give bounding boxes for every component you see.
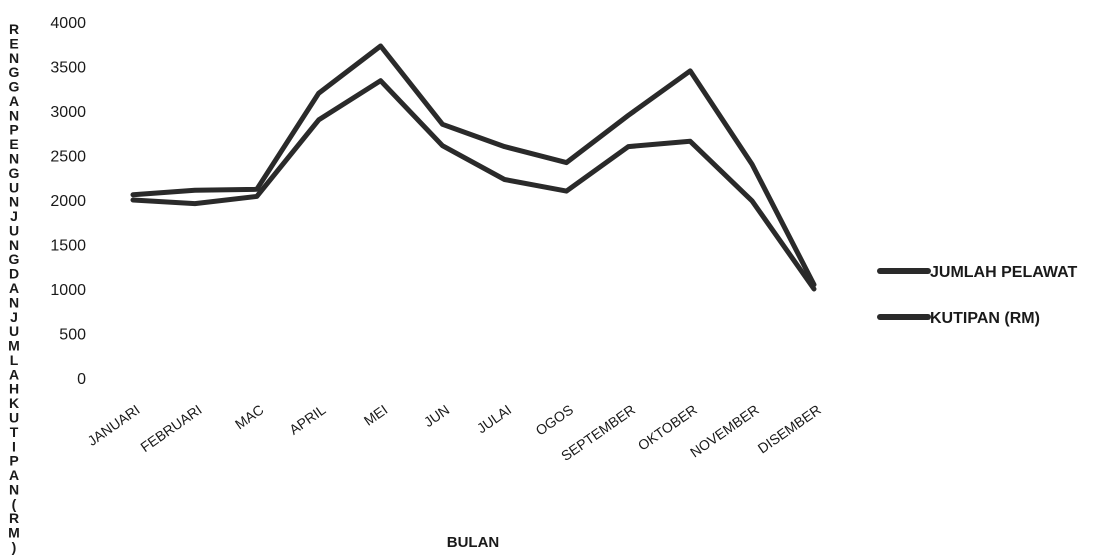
y-tick-label-1000: 1000 bbox=[50, 282, 86, 299]
y-axis-title-char: A bbox=[9, 280, 19, 296]
y-axis-title-char: A bbox=[9, 93, 19, 109]
y-axis-title-char: N bbox=[9, 194, 19, 210]
y-axis-title-char: T bbox=[10, 424, 19, 440]
x-category-label-disember: DISEMBER bbox=[755, 401, 824, 456]
y-axis-title-char: U bbox=[9, 410, 19, 426]
y-tick-label-500: 500 bbox=[59, 327, 86, 344]
series-line-jumlah-pelawat bbox=[130, 43, 817, 288]
x-category-label-april: APRIL bbox=[286, 401, 328, 437]
y-axis-title-char: N bbox=[9, 107, 19, 123]
series-line-kutipan bbox=[130, 78, 817, 292]
x-category-label-mac: MAC bbox=[232, 401, 267, 432]
y-axis-title-char: G bbox=[9, 64, 20, 80]
y-tick-label-0: 0 bbox=[77, 371, 86, 388]
series-lines bbox=[130, 43, 817, 292]
y-axis-title-char: R bbox=[9, 21, 19, 37]
y-tick-label-3500: 3500 bbox=[50, 60, 86, 77]
y-tick-label-1500: 1500 bbox=[50, 238, 86, 255]
y-axis-ticks: 0 500 1000 1500 2000 2500 3000 3500 4000 bbox=[50, 15, 86, 388]
y-axis-title-char: J bbox=[10, 208, 18, 224]
y-axis-title-char: N bbox=[9, 50, 19, 66]
y-tick-label-3000: 3000 bbox=[50, 104, 86, 121]
y-axis-title-char: G bbox=[9, 165, 20, 181]
y-axis-title-char: I bbox=[12, 438, 16, 454]
y-tick-label-4000: 4000 bbox=[50, 15, 86, 32]
x-category-label-ogos: OGOS bbox=[532, 401, 576, 438]
y-axis-title-char: N bbox=[9, 237, 19, 253]
y-axis-title-char: N bbox=[9, 151, 19, 167]
x-axis-title: BULAN bbox=[447, 534, 500, 551]
x-category-label-november: NOVEMBER bbox=[687, 401, 762, 460]
y-axis-title-char: E bbox=[9, 136, 18, 152]
y-axis-title-char: U bbox=[9, 222, 19, 238]
y-axis-title-char: U bbox=[9, 179, 19, 195]
x-category-label-jun: JUN bbox=[421, 401, 452, 430]
y-axis-title-char: E bbox=[9, 35, 18, 51]
y-axis-title-char: ( bbox=[12, 496, 17, 512]
y-axis-title-char: M bbox=[8, 525, 20, 541]
y-tick-label-2500: 2500 bbox=[50, 149, 86, 166]
y-axis-title-char: U bbox=[9, 323, 19, 339]
x-category-label-julai: JULAI bbox=[474, 401, 514, 436]
y-axis-title-char: P bbox=[9, 453, 18, 469]
y-axis-title-char: A bbox=[9, 366, 19, 382]
legend-label-jumlah-pelawat: JUMLAH PELAWAT bbox=[930, 264, 1077, 281]
y-tick-label-2000: 2000 bbox=[50, 193, 86, 210]
y-axis-title-char: K bbox=[9, 395, 19, 411]
y-axis-title-char: D bbox=[9, 266, 19, 282]
y-axis-title-char: N bbox=[9, 481, 19, 497]
y-axis-title-char: A bbox=[9, 467, 19, 483]
y-axis-title-char: R bbox=[9, 510, 19, 526]
y-axis-title-char: N bbox=[9, 294, 19, 310]
y-axis-title-char: ) bbox=[12, 539, 17, 555]
x-category-label-mei: MEI bbox=[361, 401, 391, 428]
legend: JUMLAH PELAWAT KUTIPAN (RM) bbox=[877, 264, 1077, 327]
y-axis-title-char: J bbox=[10, 309, 18, 325]
y-axis-title-char: G bbox=[9, 79, 20, 95]
x-category-label-februari: FEBRUARI bbox=[137, 401, 204, 455]
x-category-label-januari: JANUARI bbox=[84, 401, 142, 448]
y-axis-title-char: H bbox=[9, 381, 19, 397]
y-axis-title-char: L bbox=[10, 352, 19, 368]
y-axis-title-char: G bbox=[9, 251, 20, 267]
y-axis-title-char: P bbox=[9, 122, 18, 138]
y-axis-title-char: M bbox=[8, 338, 20, 354]
legend-label-kutipan: KUTIPAN (RM) bbox=[930, 310, 1040, 327]
